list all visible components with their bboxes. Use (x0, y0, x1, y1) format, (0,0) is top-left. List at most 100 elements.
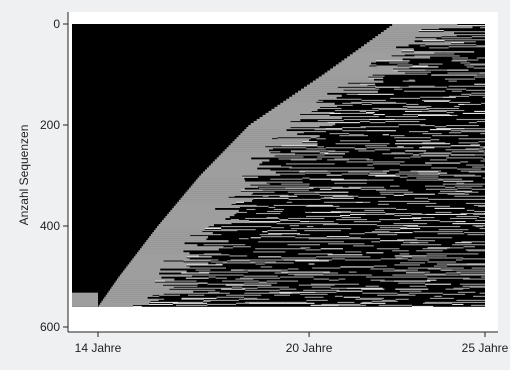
state-gray-cell (216, 296, 245, 298)
state-gray-cell (425, 69, 447, 71)
state-gray-cell (198, 254, 205, 256)
state-gray-cell (420, 96, 443, 98)
state-gray-cell (274, 301, 307, 303)
state-gray-cell (231, 204, 257, 206)
state-light-cell (425, 162, 461, 164)
state-gray-cell (179, 280, 197, 282)
state-gray-cell (334, 158, 370, 160)
state-gray-cell (245, 217, 280, 220)
state-gray-cell (199, 175, 243, 178)
state-gray-cell (423, 152, 452, 154)
state-gray-cell (190, 234, 222, 236)
state-gray-cell (320, 150, 336, 152)
state-gray-cell (327, 159, 350, 161)
state-gray-cell (232, 246, 251, 248)
state-gray-cell (278, 248, 306, 250)
state-gray-cell (191, 274, 220, 276)
state-gray-cell (456, 299, 485, 301)
state-gray-cell (445, 149, 479, 151)
state-gray-cell (358, 219, 368, 221)
state-gray-cell (334, 109, 361, 112)
state-gray-cell (232, 141, 303, 144)
state-light-cell (285, 302, 315, 304)
state-gray-cell (436, 226, 461, 228)
state-gray-cell (261, 221, 277, 224)
state-gray-cell (424, 273, 446, 275)
state-gray-cell (243, 269, 263, 271)
state-gray-cell (316, 256, 333, 258)
state-gray-cell (338, 304, 367, 306)
state-gray-cell (412, 219, 440, 222)
state-gray-cell (413, 231, 441, 233)
state-gray-cell (448, 46, 464, 48)
state-gray-cell (389, 185, 400, 187)
state-gray-cell (427, 261, 456, 263)
state-gray-cell (236, 211, 247, 213)
x-tick-label: 20 Jahre (286, 341, 333, 355)
state-gray-cell (114, 282, 198, 285)
state-gray-cell (315, 78, 375, 81)
state-gray-cell (370, 279, 385, 281)
state-light-cell (393, 194, 404, 196)
state-light-cell (394, 232, 413, 234)
state-gray-cell (466, 66, 474, 68)
state-gray-cell (480, 160, 485, 162)
state-gray-cell (204, 254, 230, 256)
state-gray-cell (476, 57, 485, 59)
state-gray-cell (479, 228, 485, 230)
state-gray-cell (341, 173, 369, 175)
state-gray-cell (317, 120, 344, 122)
state-gray-cell (414, 244, 442, 246)
state-gray-cell (428, 109, 446, 112)
state-light-cell (454, 213, 467, 215)
state-gray-cell (321, 74, 373, 77)
state-gray-cell (471, 267, 485, 269)
state-gray-cell (208, 165, 282, 168)
state-gray-cell (358, 150, 375, 152)
state-light-cell (319, 152, 329, 154)
state-gray-cell (375, 229, 391, 231)
state-gray-cell (473, 85, 485, 87)
state-gray-cell (366, 42, 451, 45)
state-gray-cell (105, 294, 153, 297)
state-light-cell (268, 233, 300, 235)
state-gray-cell (417, 285, 427, 287)
state-light-cell (458, 103, 465, 105)
state-gray-cell (408, 124, 426, 126)
state-gray-cell (459, 135, 469, 137)
state-light-cell (300, 221, 310, 223)
state-gray-cell (436, 263, 467, 265)
state-light-cell (453, 74, 478, 76)
state-gray-cell (360, 188, 386, 190)
state-gray-cell (357, 207, 391, 209)
state-gray-cell (138, 250, 184, 253)
state-gray-cell (298, 171, 306, 173)
state-light-cell (443, 180, 474, 182)
state-gray-cell (399, 86, 421, 88)
state-gray-cell (404, 90, 414, 92)
state-gray-cell (260, 266, 273, 268)
state-gray-cell (310, 283, 343, 285)
state-gray-cell (456, 215, 480, 218)
state-gray-cell (443, 277, 470, 279)
state-gray-cell (465, 202, 485, 204)
state-gray-cell (286, 201, 293, 203)
state-gray-cell (348, 171, 370, 173)
state-light-cell (422, 40, 445, 42)
state-gray-cell (319, 228, 352, 230)
state-gray-cell (281, 257, 317, 259)
state-light-cell (235, 201, 245, 203)
state-gray-cell (294, 178, 303, 180)
state-gray-cell (394, 269, 402, 271)
state-gray-cell (425, 188, 458, 190)
state-gray-cell (431, 167, 458, 169)
state-gray-cell (173, 205, 240, 209)
state-gray-cell (442, 293, 466, 295)
state-gray-cell (295, 154, 325, 156)
state-light-cell (419, 147, 435, 149)
state-gray-cell (258, 185, 291, 187)
state-gray-cell (373, 265, 387, 267)
state-gray-cell (109, 288, 170, 291)
state-gray-cell (480, 27, 485, 29)
state-gray-cell (274, 272, 289, 274)
